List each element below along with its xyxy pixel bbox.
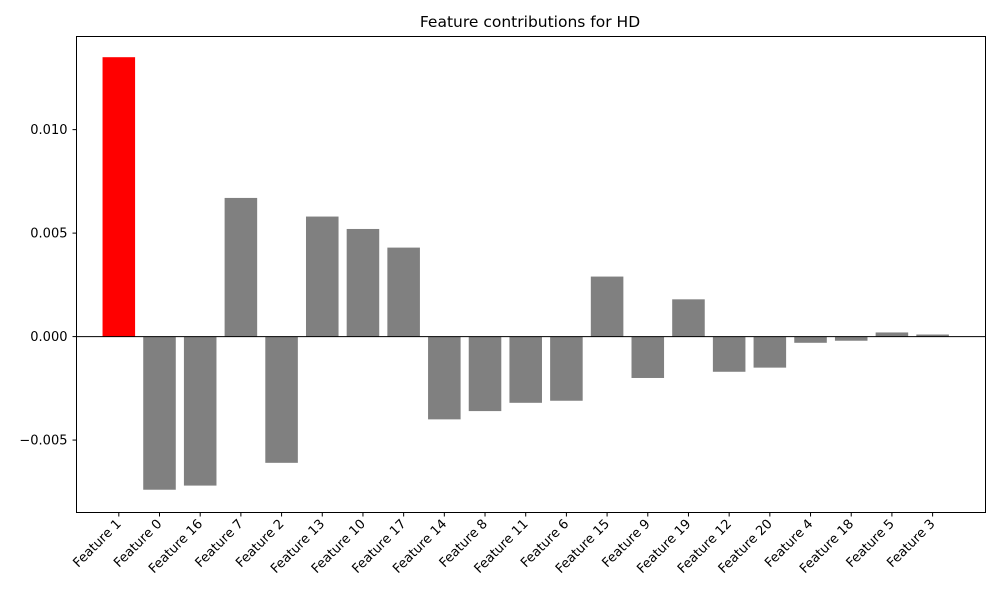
- bar-feature-6: [550, 336, 583, 401]
- y-tick-label: 0.000: [30, 330, 67, 345]
- plot-frame: [76, 36, 986, 513]
- bar-feature-17: [387, 247, 420, 337]
- bar-feature-16: [183, 336, 217, 486]
- y-axis: −0.005 0.000 0.005 0.010: [19, 123, 77, 449]
- bar-feature-18: [834, 336, 868, 341]
- bar-feature-9: [631, 336, 665, 378]
- bar-feature-14: [428, 336, 461, 420]
- bar-feature-7: [224, 197, 258, 337]
- bars-layer: [102, 57, 949, 490]
- bar-feature-5: [875, 332, 909, 337]
- chart-title: Feature contributions for HD: [420, 13, 640, 31]
- bar-feature-0: [143, 336, 176, 490]
- bar-feature-12: [712, 336, 746, 372]
- bar-feature-11: [509, 336, 542, 403]
- bar-feature-8: [468, 336, 502, 412]
- bar-feature-4: [794, 336, 827, 343]
- bar-feature-1: [102, 57, 136, 337]
- y-tick-label: −0.005: [19, 434, 67, 449]
- bar-feature-19: [672, 299, 705, 337]
- y-tick-label: 0.005: [30, 227, 67, 242]
- bar-feature-15: [590, 276, 624, 337]
- bar-feature-10: [346, 228, 380, 337]
- bar-feature-2: [265, 336, 298, 463]
- bar-feature-20: [753, 336, 787, 368]
- bar-feature-13: [305, 216, 339, 337]
- bar-feature-3: [916, 334, 949, 337]
- y-tick-label: 0.010: [30, 123, 67, 138]
